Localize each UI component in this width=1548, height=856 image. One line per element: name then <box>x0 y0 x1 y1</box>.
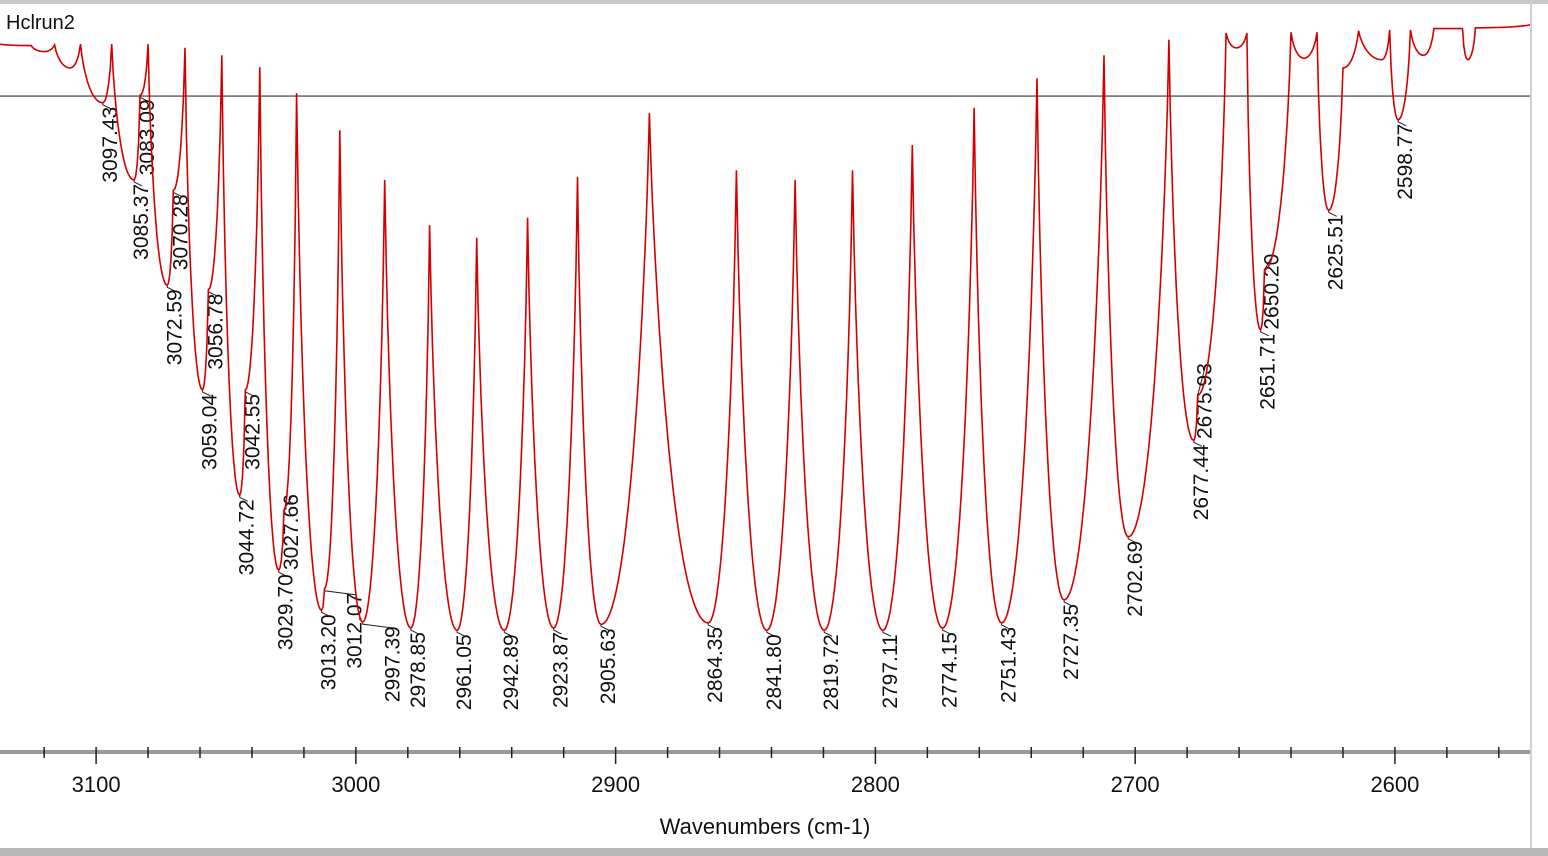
right-frame <box>1530 0 1532 856</box>
peak-label: 2942.89 <box>500 634 523 710</box>
peak-label: 2598.77 <box>1394 124 1417 200</box>
x-tick-label: 3000 <box>331 772 380 797</box>
peak-label: 3070.28 <box>169 194 192 270</box>
x-tick-label: 2600 <box>1370 772 1419 797</box>
peak-label: 3097.43 <box>99 107 122 183</box>
peak-label: 2625.51 <box>1325 214 1348 290</box>
peak-label: 2774.15 <box>939 632 962 708</box>
peak-label: 2978.85 <box>407 632 430 708</box>
peak-label: 3083.09 <box>136 99 159 175</box>
peak-label: 3042.55 <box>241 394 264 470</box>
peak-label: 3027.66 <box>280 494 303 570</box>
peak-label: 2819.72 <box>820 634 843 710</box>
peak-label: 2997.39 <box>382 626 405 702</box>
peak-label: 3059.04 <box>199 394 222 470</box>
peak-marker <box>1197 364 1207 396</box>
peak-label: 2727.35 <box>1060 604 1083 680</box>
peak-label: 2650.20 <box>1261 254 1284 330</box>
peak-label: 2961.05 <box>453 634 476 710</box>
peak-label: 2923.87 <box>550 632 573 708</box>
peak-label: 2677.44 <box>1190 444 1213 520</box>
x-tick-label: 2800 <box>851 772 900 797</box>
peak-labels: 3097.43 3085.37 3083.09 3072.59 3070.28 3059.… <box>99 95 1417 710</box>
peak-label: 2702.69 <box>1124 541 1147 617</box>
peak-label: 3013.20 <box>318 614 341 690</box>
x-axis: 3100 3000 2900 2800 2700 2600 <box>0 747 1530 797</box>
x-tick-label: 2900 <box>591 772 640 797</box>
x-tick-label: 2700 <box>1111 772 1160 797</box>
peak-label: 2675.93 <box>1194 363 1217 439</box>
spectrum-line <box>0 24 1531 632</box>
peak-label: 3056.78 <box>204 294 227 370</box>
x-axis-label: Wavenumbers (cm-1) <box>659 814 871 839</box>
peak-label: 3085.37 <box>130 184 153 260</box>
peak-label: 2651.71 <box>1257 334 1280 410</box>
x-tick-label: 3100 <box>72 772 121 797</box>
peak-label: 3072.59 <box>163 289 186 365</box>
peak-label: 2751.43 <box>998 627 1021 703</box>
bottom-frame <box>0 848 1548 856</box>
peak-label: 2797.11 <box>879 634 902 708</box>
peak-label: 3029.70 <box>275 574 298 650</box>
peak-label: 3012.07 <box>344 593 367 669</box>
peak-label: 2841.80 <box>763 634 786 710</box>
peak-label: 2905.63 <box>597 628 620 704</box>
chart-title: Hclrun2 <box>6 12 75 34</box>
top-frame <box>0 0 1548 4</box>
peak-label: 2864.35 <box>704 627 727 703</box>
peak-label: 3044.72 <box>236 499 259 575</box>
